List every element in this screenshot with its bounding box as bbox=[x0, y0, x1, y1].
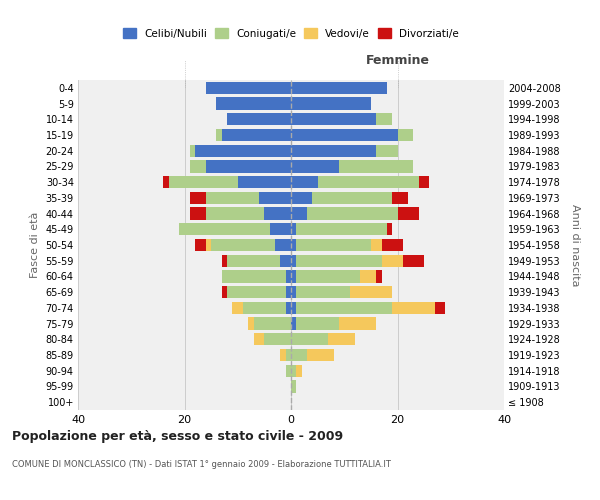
Bar bbox=[238, 176, 291, 188]
Text: Femmine: Femmine bbox=[365, 54, 430, 67]
Bar bbox=[190, 208, 206, 220]
Bar bbox=[360, 270, 376, 282]
Bar bbox=[227, 254, 280, 267]
Bar bbox=[243, 302, 286, 314]
Text: COMUNE DI MONCLASSICO (TN) - Dati ISTAT 1° gennaio 2009 - Elaborazione TUTTITALI: COMUNE DI MONCLASSICO (TN) - Dati ISTAT … bbox=[12, 460, 391, 469]
Bar bbox=[291, 254, 296, 267]
Bar bbox=[296, 239, 371, 251]
Bar bbox=[206, 82, 291, 94]
Bar bbox=[190, 160, 206, 172]
Bar bbox=[317, 176, 419, 188]
Bar bbox=[232, 302, 243, 314]
Bar bbox=[217, 98, 291, 110]
Bar bbox=[291, 144, 376, 157]
Text: Popolazione per età, sesso e stato civile - 2009: Popolazione per età, sesso e stato civil… bbox=[12, 430, 343, 443]
Bar bbox=[286, 349, 291, 361]
Bar bbox=[286, 302, 291, 314]
Legend: Celibi/Nubili, Coniugati/e, Vedovi/e, Divorziati/e: Celibi/Nubili, Coniugati/e, Vedovi/e, Di… bbox=[120, 26, 462, 42]
Bar bbox=[195, 239, 206, 251]
Bar bbox=[265, 208, 291, 220]
Bar bbox=[382, 239, 403, 251]
Bar bbox=[227, 286, 286, 298]
Bar bbox=[291, 82, 387, 94]
Bar bbox=[339, 160, 413, 172]
Bar bbox=[291, 208, 307, 220]
Bar bbox=[286, 364, 291, 377]
Bar bbox=[398, 208, 419, 220]
Bar bbox=[291, 239, 296, 251]
Bar bbox=[195, 144, 291, 157]
Y-axis label: Anni di nascita: Anni di nascita bbox=[571, 204, 580, 286]
Bar bbox=[376, 270, 382, 282]
Bar bbox=[206, 192, 259, 204]
Bar bbox=[217, 129, 222, 141]
Y-axis label: Fasce di età: Fasce di età bbox=[30, 212, 40, 278]
Bar bbox=[270, 223, 291, 235]
Bar bbox=[275, 239, 291, 251]
Bar bbox=[206, 208, 265, 220]
Bar bbox=[350, 286, 392, 298]
Bar bbox=[227, 113, 291, 126]
Bar bbox=[190, 192, 206, 204]
Bar bbox=[392, 302, 435, 314]
Bar bbox=[222, 254, 227, 267]
Bar bbox=[211, 239, 275, 251]
Bar bbox=[291, 318, 296, 330]
Bar bbox=[398, 129, 413, 141]
Bar bbox=[291, 333, 328, 345]
Bar bbox=[328, 333, 355, 345]
Bar bbox=[392, 192, 408, 204]
Bar bbox=[296, 286, 350, 298]
Bar bbox=[291, 286, 296, 298]
Bar bbox=[371, 239, 382, 251]
Bar bbox=[206, 160, 291, 172]
Bar bbox=[222, 129, 291, 141]
Bar bbox=[190, 144, 195, 157]
Bar bbox=[259, 192, 291, 204]
Bar bbox=[435, 302, 445, 314]
Bar bbox=[313, 192, 392, 204]
Bar bbox=[179, 223, 270, 235]
Bar bbox=[248, 318, 254, 330]
Bar bbox=[419, 176, 430, 188]
Bar bbox=[286, 270, 291, 282]
Bar bbox=[376, 144, 398, 157]
Bar bbox=[296, 318, 339, 330]
Bar bbox=[291, 160, 339, 172]
Bar bbox=[291, 270, 296, 282]
Bar bbox=[307, 208, 398, 220]
Bar bbox=[291, 223, 296, 235]
Bar bbox=[296, 270, 360, 282]
Bar bbox=[376, 113, 392, 126]
Bar bbox=[265, 333, 291, 345]
Bar bbox=[163, 176, 169, 188]
Bar bbox=[206, 239, 211, 251]
Bar bbox=[339, 318, 376, 330]
Bar bbox=[382, 254, 403, 267]
Bar bbox=[291, 349, 307, 361]
Bar bbox=[291, 380, 296, 392]
Bar bbox=[286, 286, 291, 298]
Bar bbox=[296, 302, 392, 314]
Bar bbox=[291, 129, 398, 141]
Bar bbox=[291, 113, 376, 126]
Bar bbox=[291, 98, 371, 110]
Bar bbox=[296, 254, 382, 267]
Bar bbox=[280, 254, 291, 267]
Bar bbox=[280, 349, 286, 361]
Bar bbox=[291, 176, 317, 188]
Bar bbox=[291, 302, 296, 314]
Bar bbox=[291, 192, 313, 204]
Bar bbox=[254, 318, 291, 330]
Bar bbox=[296, 223, 387, 235]
Bar bbox=[222, 270, 286, 282]
Bar bbox=[307, 349, 334, 361]
Bar bbox=[222, 286, 227, 298]
Bar bbox=[291, 364, 296, 377]
Bar bbox=[387, 223, 392, 235]
Bar bbox=[169, 176, 238, 188]
Bar bbox=[254, 333, 265, 345]
Bar bbox=[296, 364, 302, 377]
Bar bbox=[403, 254, 424, 267]
